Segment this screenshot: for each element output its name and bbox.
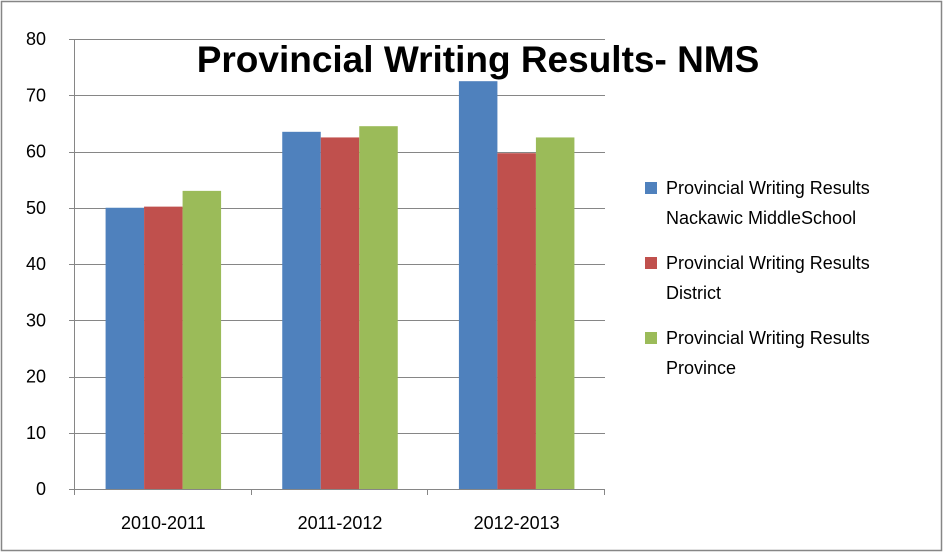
bar-3-2010-2011 (182, 190, 222, 489)
bar-3-2012-2013 (535, 137, 575, 489)
legend-swatch-1 (645, 182, 657, 194)
bar-2-2010-2011 (144, 206, 183, 489)
y-tick-label-80: 80 (26, 29, 46, 49)
legend-label-3-line-1: Provincial Writing Results (666, 328, 870, 348)
legend-swatch-2 (645, 257, 657, 269)
y-tick-label-50: 50 (26, 198, 46, 218)
bar-1-2010-2011 (105, 207, 145, 489)
legend-label-2-line-1: Provincial Writing Results (666, 253, 870, 273)
x-tick-label-2010-2011: 2010-2011 (121, 513, 206, 533)
bar-3-2011-2012 (359, 126, 398, 489)
bar-1-2012-2013 (458, 81, 498, 489)
legend-label-2-line-2: District (666, 283, 721, 303)
y-tick-label-40: 40 (26, 254, 46, 274)
y-tick-label-70: 70 (26, 85, 46, 105)
legend-label-3-line-2: Province (666, 358, 736, 378)
x-tick-label-2011-2012: 2011-2012 (298, 513, 383, 533)
bar-2-2012-2013 (497, 153, 536, 489)
y-tick-label-60: 60 (26, 142, 46, 162)
legend-swatch-3 (645, 332, 657, 344)
y-tick-label-0: 0 (36, 479, 46, 499)
bar-2-2011-2012 (320, 137, 360, 489)
y-tick-label-20: 20 (26, 367, 46, 387)
y-tick-label-10: 10 (26, 423, 46, 443)
bar-1-2011-2012 (282, 131, 321, 489)
chart-title: Provincial Writing Results- NMS (197, 39, 760, 80)
x-tick-label-2012-2013: 2012-2013 (474, 513, 560, 533)
legend-label-1-line-1: Provincial Writing Results (666, 178, 870, 198)
y-tick-label-30: 30 (26, 310, 46, 330)
legend-label-1-line-2: Nackawic MiddleSchool (666, 208, 856, 228)
